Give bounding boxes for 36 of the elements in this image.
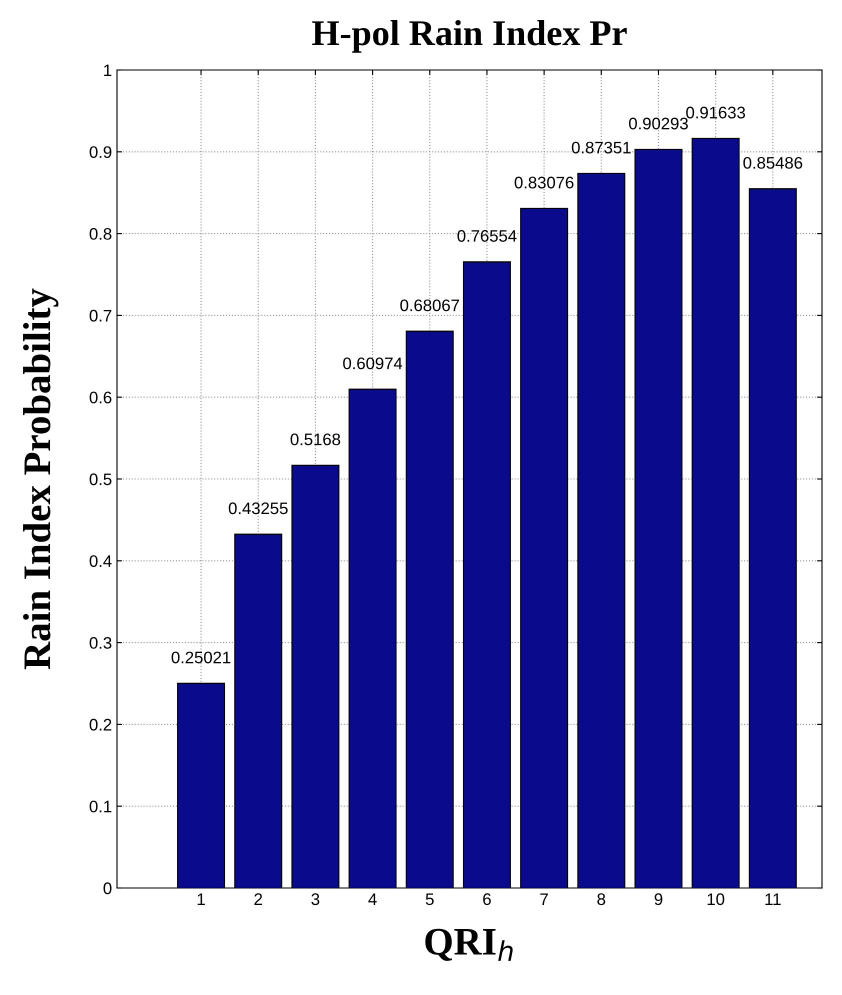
y-tick-label: 0.6	[90, 392, 112, 404]
x-tick-label: 9	[654, 893, 662, 906]
data-label: 0.60974	[343, 357, 402, 370]
y-tick-label: 0	[104, 882, 112, 894]
data-label: 0.76554	[457, 230, 517, 242]
x-tick-label: 3	[311, 893, 320, 906]
y-tick-label: 0.4	[90, 555, 112, 568]
x-tick-label: 10	[708, 893, 724, 906]
data-label: 0.85486	[743, 156, 802, 169]
data-label: 0.25021	[172, 652, 230, 664]
x-axis-title: QRI$_{h}$	[425, 928, 513, 961]
data-label: 0.87351	[572, 142, 631, 154]
y-tick-label: 0.9	[90, 146, 112, 158]
y-axis-title: Rain Index Probability	[23, 288, 58, 670]
x-tick-label: 4	[368, 893, 377, 905]
data-label: 0.83076	[514, 176, 574, 188]
data-label: 0.91633	[686, 106, 746, 118]
data-label: 0.5168	[290, 433, 340, 446]
x-tick-label: 1	[198, 893, 205, 905]
x-tick-label: 8	[597, 893, 606, 906]
y-tick-label: 0.7	[90, 310, 112, 322]
y-tick-label: 0.3	[90, 637, 112, 649]
chart-title: H-pol Rain Index Pr	[312, 20, 627, 53]
x-tick-label: 5	[426, 893, 434, 906]
y-tick-label: 0.1	[90, 800, 112, 812]
y-tick-label: 0.5	[90, 473, 112, 486]
y-tick-label: 0.2	[90, 718, 112, 731]
x-tick-label: 2	[254, 893, 262, 905]
data-label: 0.43255	[228, 502, 288, 514]
x-tick-label: 6	[483, 893, 491, 906]
data-label: 0.90293	[629, 118, 688, 130]
data-label: 0.68067	[400, 299, 460, 312]
x-tick-label: 7	[540, 893, 548, 905]
x-tick-label: 11	[765, 893, 781, 905]
y-tick-label: 1	[104, 64, 112, 76]
y-tick-label: 0.8	[90, 228, 112, 240]
